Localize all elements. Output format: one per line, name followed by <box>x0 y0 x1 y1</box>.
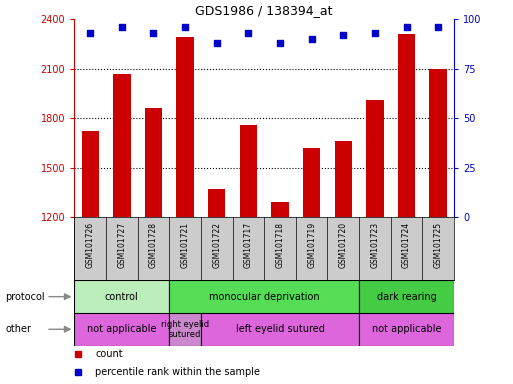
Bar <box>169 280 359 313</box>
Bar <box>429 70 447 217</box>
Point <box>244 30 252 36</box>
Bar <box>359 280 454 313</box>
Bar <box>240 125 257 217</box>
Text: monocular deprivation: monocular deprivation <box>209 291 320 302</box>
Text: GSM101717: GSM101717 <box>244 222 253 268</box>
Text: GSM101718: GSM101718 <box>275 222 285 268</box>
Text: protocol: protocol <box>5 292 45 302</box>
Text: left eyelid sutured: left eyelid sutured <box>235 324 324 334</box>
Text: GSM101728: GSM101728 <box>149 222 158 268</box>
Text: GSM101721: GSM101721 <box>181 222 190 268</box>
Bar <box>74 313 169 346</box>
Point <box>434 24 442 30</box>
Text: GSM101722: GSM101722 <box>212 222 221 268</box>
Point <box>307 36 315 42</box>
Point <box>212 40 221 46</box>
Bar <box>359 313 454 346</box>
Text: GSM101725: GSM101725 <box>433 222 443 268</box>
Bar <box>82 131 99 217</box>
Text: GSM101720: GSM101720 <box>339 222 348 268</box>
Text: GSM101719: GSM101719 <box>307 222 316 268</box>
Point <box>149 30 157 36</box>
Text: not applicable: not applicable <box>87 324 156 334</box>
Point <box>371 30 379 36</box>
Bar <box>169 313 201 346</box>
Text: GSM101723: GSM101723 <box>370 222 380 268</box>
Bar <box>366 100 384 217</box>
Bar <box>201 313 359 346</box>
Bar <box>113 74 130 217</box>
Text: other: other <box>5 324 31 334</box>
Point <box>181 24 189 30</box>
Bar <box>176 37 194 217</box>
Text: GSM101724: GSM101724 <box>402 222 411 268</box>
Bar <box>145 108 162 217</box>
Text: GSM101727: GSM101727 <box>117 222 126 268</box>
Point <box>117 24 126 30</box>
Text: control: control <box>105 291 139 302</box>
Text: dark rearing: dark rearing <box>377 291 437 302</box>
Title: GDS1986 / 138394_at: GDS1986 / 138394_at <box>195 3 333 17</box>
Text: percentile rank within the sample: percentile rank within the sample <box>95 366 260 377</box>
Text: GSM101726: GSM101726 <box>86 222 95 268</box>
Point <box>276 40 284 46</box>
Text: not applicable: not applicable <box>372 324 441 334</box>
Text: right eyelid
sutured: right eyelid sutured <box>161 319 209 339</box>
Point <box>402 24 410 30</box>
Bar <box>303 148 320 217</box>
Text: count: count <box>95 349 123 359</box>
Point <box>86 30 94 36</box>
Bar <box>334 141 352 217</box>
Bar <box>271 202 289 217</box>
Bar <box>398 34 415 217</box>
Point <box>339 32 347 38</box>
Bar <box>208 189 225 217</box>
Bar <box>74 280 169 313</box>
